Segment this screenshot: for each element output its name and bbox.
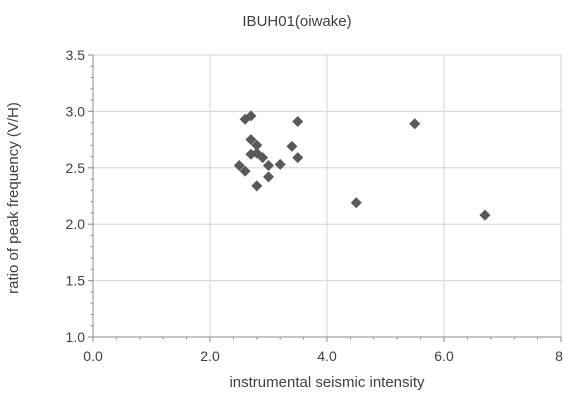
chart-title: IBUH01(oiwake) <box>242 13 351 30</box>
x-tick-label: 6.0 <box>434 348 454 364</box>
y-tick-label: 1.5 <box>66 273 86 289</box>
x-tick-label: 2.0 <box>200 348 220 364</box>
x-tick-label: 4.0 <box>317 348 337 364</box>
data-point <box>274 158 286 170</box>
data-point <box>263 171 274 183</box>
data-point <box>251 139 263 151</box>
data-point <box>245 134 257 146</box>
data-point <box>257 152 269 164</box>
y-tick-label: 3.5 <box>66 47 86 63</box>
x-tick-label: 8. <box>555 348 564 364</box>
data-points <box>233 110 491 221</box>
y-tick-label: 1.0 <box>66 329 86 345</box>
data-point <box>239 165 251 177</box>
data-point <box>263 160 274 172</box>
data-point <box>233 160 245 172</box>
y-tick-label: 3.0 <box>66 103 86 119</box>
data-point <box>292 116 304 128</box>
y-tick-label: 2.5 <box>66 160 86 176</box>
data-point <box>251 180 263 192</box>
x-tick-labels: 0.0 2.0 4.0 6.0 8. <box>83 348 564 364</box>
x-tick-label: 0.0 <box>83 348 103 364</box>
data-point <box>409 118 421 130</box>
y-tick-label: 2.0 <box>66 216 86 232</box>
data-point <box>350 197 362 209</box>
data-point <box>286 140 298 152</box>
data-point <box>292 152 304 164</box>
y-axis-label: ratio of peak frequency (V/H) <box>5 102 22 294</box>
data-point <box>479 209 491 221</box>
axes <box>88 54 562 342</box>
y-tick-labels: 1.0 1.5 2.0 2.5 3.0 3.5 <box>66 47 86 345</box>
grid <box>93 54 562 337</box>
x-axis-label: instrumental seismic intensity <box>229 374 425 391</box>
data-point <box>245 148 257 160</box>
data-point <box>245 110 257 122</box>
